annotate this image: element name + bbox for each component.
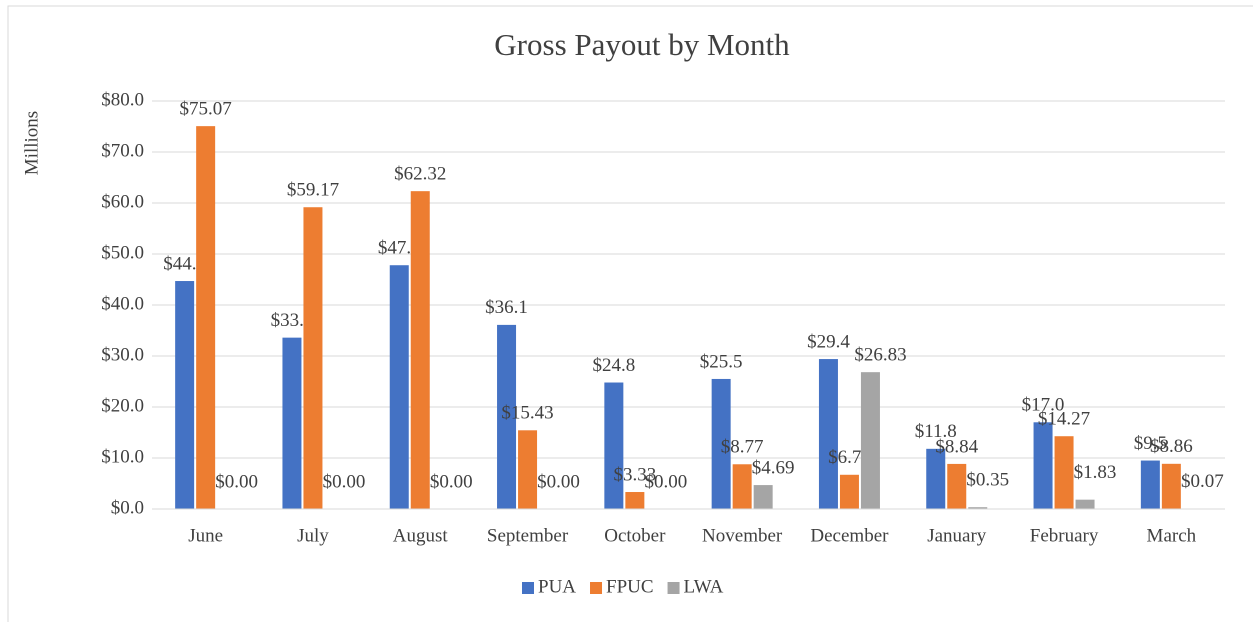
bar [1033, 422, 1053, 509]
bar [389, 265, 409, 509]
data-label: $11.8 [915, 421, 957, 442]
bar [839, 474, 859, 509]
bar [860, 372, 880, 509]
data-label: $6.71 [828, 447, 871, 468]
bar [175, 281, 195, 509]
data-label: $75.07 [180, 99, 232, 120]
chart-border [7, 5, 1253, 622]
bar [1075, 499, 1095, 509]
y-axis-title: Millions [21, 111, 42, 175]
data-label: $1.83 [1074, 462, 1117, 483]
bar [410, 191, 430, 509]
bar [282, 337, 302, 509]
data-label: $44.7 [163, 253, 206, 274]
bar [625, 492, 645, 509]
x-tick-label: March [1147, 525, 1197, 546]
data-label: $8.86 [1150, 436, 1193, 457]
data-label: $0.00 [430, 471, 473, 492]
bar [732, 464, 752, 509]
bar [497, 324, 517, 509]
x-tick-label: February [1030, 525, 1099, 546]
data-label: $0.35 [966, 470, 1009, 491]
data-label: $36.1 [485, 297, 528, 318]
bar [947, 463, 967, 509]
bar [1161, 463, 1181, 509]
data-label: $59.17 [287, 180, 339, 201]
data-label: $47.8 [378, 238, 421, 259]
y-tick-label: $50.0 [101, 242, 144, 263]
data-label: $8.77 [721, 437, 764, 458]
data-label: $4.69 [752, 457, 795, 478]
data-label: $24.8 [592, 355, 635, 376]
bar [711, 378, 731, 509]
bar [604, 382, 624, 509]
data-label: $15.43 [501, 403, 553, 424]
y-tick-label: $20.0 [101, 395, 144, 416]
data-label: $0.07 [1181, 471, 1224, 492]
bar [196, 126, 216, 509]
legend-label: FPUC [606, 576, 654, 597]
data-label: $0.00 [537, 471, 580, 492]
x-tick-label: September [487, 525, 569, 546]
data-label: $0.00 [215, 471, 258, 492]
bar [818, 359, 838, 509]
bar [1140, 460, 1160, 509]
data-label: $25.5 [700, 351, 743, 372]
bar [753, 485, 773, 509]
legend-swatch [590, 582, 603, 594]
y-tick-label: $40.0 [101, 293, 144, 314]
y-tick-label: $30.0 [101, 344, 144, 365]
data-label: $0.00 [323, 471, 366, 492]
bar [926, 448, 946, 509]
x-tick-label: October [604, 525, 666, 546]
legend-label: PUA [538, 576, 576, 597]
x-tick-label: January [927, 525, 987, 546]
y-tick-label: $80.0 [101, 89, 144, 110]
data-label: $3.33 [613, 464, 656, 485]
bar [518, 430, 538, 509]
data-label: $9.5 [1134, 433, 1167, 454]
data-label: $8.84 [935, 436, 978, 457]
x-tick-label: December [810, 525, 889, 546]
legend-swatch [522, 582, 534, 594]
x-tick-label: June [188, 525, 223, 546]
data-label: $33.6 [271, 310, 314, 331]
data-label: $62.32 [394, 164, 446, 185]
x-tick-label: July [297, 525, 329, 546]
legend-label: LWA [684, 576, 724, 597]
bar [303, 207, 323, 509]
y-tick-label: $60.0 [101, 191, 144, 212]
data-label: $29.4 [807, 331, 850, 352]
bar [1054, 436, 1074, 509]
legend-swatch [667, 582, 680, 594]
y-tick-label: $10.0 [101, 446, 144, 467]
data-label: $26.83 [854, 345, 906, 366]
x-tick-label: November [702, 525, 783, 546]
data-label: $17.0 [1022, 395, 1065, 416]
chart-title: Gross Payout by Month [494, 27, 790, 62]
y-tick-label: $70.0 [101, 140, 144, 161]
x-tick-label: August [393, 525, 449, 546]
bar [968, 507, 988, 509]
data-label: $0.00 [644, 471, 687, 492]
data-label: $14.27 [1038, 409, 1090, 430]
y-tick-label: $0.0 [111, 497, 144, 518]
